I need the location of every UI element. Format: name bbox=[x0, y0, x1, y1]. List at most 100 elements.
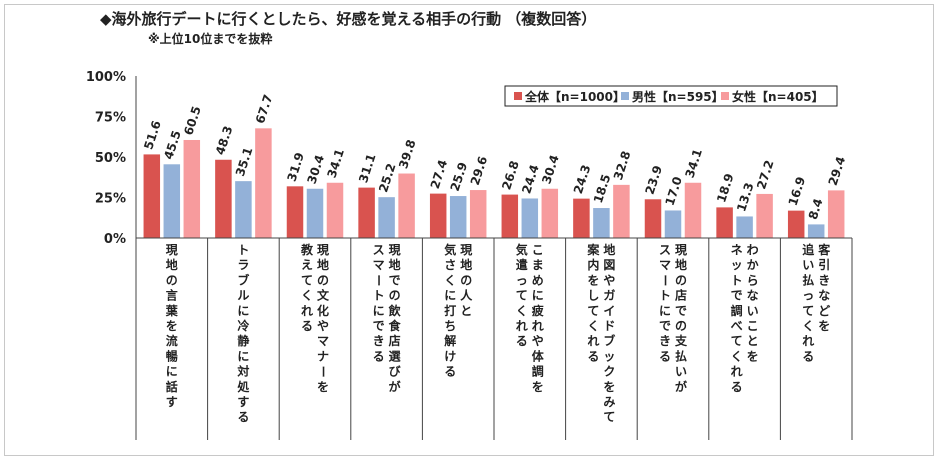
category-label-char: ッ bbox=[603, 349, 615, 363]
category-label-char: が bbox=[675, 379, 687, 394]
category-label-char: こ bbox=[532, 243, 544, 257]
bar bbox=[183, 139, 201, 238]
category-label-char: 対 bbox=[236, 364, 249, 379]
value-label: 18.9 bbox=[714, 172, 736, 204]
category-label-char: 体 bbox=[532, 348, 545, 363]
category-label-char: ラ bbox=[237, 258, 249, 272]
category-label-char: 選 bbox=[389, 349, 401, 363]
category-label-char: に bbox=[659, 304, 671, 318]
value-label: 24.3 bbox=[571, 163, 593, 195]
category-label-char: 化 bbox=[317, 303, 329, 318]
legend: 全体【n=1000】 男性【n=595】 女性【n=405】 bbox=[504, 85, 838, 107]
category-label-char: び bbox=[389, 364, 402, 379]
category-label-char: に bbox=[166, 365, 178, 379]
category-label-char: で bbox=[675, 304, 687, 318]
category-label-char: 現 bbox=[317, 243, 329, 257]
category-label-char: を bbox=[317, 380, 329, 394]
category-label-char: マ bbox=[317, 334, 329, 348]
category-label-char: る bbox=[659, 349, 671, 363]
category-label-char: み bbox=[603, 395, 615, 409]
category-label-char: ブ bbox=[237, 272, 249, 287]
category-label-char: や bbox=[603, 273, 615, 287]
category-label-char: す bbox=[166, 395, 178, 409]
category-label-char: で bbox=[389, 273, 401, 287]
category-label-char: れ bbox=[587, 334, 599, 348]
category-label-char: で bbox=[373, 319, 385, 333]
category-label-char: る bbox=[444, 365, 456, 379]
bar bbox=[429, 193, 447, 238]
bar bbox=[593, 208, 610, 238]
category-label-char: に bbox=[444, 289, 456, 303]
category-label-char: 引 bbox=[818, 258, 830, 272]
value-label: 26.8 bbox=[499, 159, 521, 191]
category-label-char: 教 bbox=[300, 242, 314, 257]
category-label-char: 人 bbox=[460, 288, 473, 303]
category-label-char: 現 bbox=[166, 243, 178, 257]
category-label-char: を bbox=[818, 319, 830, 333]
category-label-char: れ bbox=[802, 334, 814, 348]
category-label-char: い bbox=[675, 365, 687, 379]
category-label-char: る bbox=[587, 349, 599, 363]
category-label-char: ス bbox=[373, 243, 385, 257]
category-label-char: 現 bbox=[460, 243, 472, 257]
category-label-char: イ bbox=[603, 304, 615, 318]
bar bbox=[541, 188, 559, 238]
axes bbox=[135, 76, 853, 440]
category-label-char: 地 bbox=[166, 257, 178, 272]
category-label-char: め bbox=[532, 273, 544, 287]
category-label-char: く bbox=[444, 273, 456, 287]
bar bbox=[215, 159, 232, 238]
category-label-char: れ bbox=[301, 304, 313, 318]
category-label-char: ー bbox=[316, 366, 330, 378]
value-label: 16.9 bbox=[786, 175, 808, 207]
category-label-char: を bbox=[166, 319, 178, 333]
category-label-char: っ bbox=[516, 273, 528, 287]
category-label-char: く bbox=[731, 349, 743, 363]
category-label-char: 食 bbox=[388, 318, 402, 333]
category-label-char: 打 bbox=[444, 303, 456, 318]
category-label-char: き bbox=[659, 334, 671, 348]
category-label-char: 疲 bbox=[532, 303, 544, 318]
bar bbox=[736, 216, 753, 238]
category-label-char: て bbox=[516, 289, 528, 303]
category-label-char: 案 bbox=[586, 242, 600, 257]
legend-swatch bbox=[621, 92, 629, 100]
value-label: 27.2 bbox=[754, 158, 776, 190]
category-label-char: か bbox=[747, 258, 759, 272]
category-label-char: 流 bbox=[166, 333, 178, 348]
category-label-char: マ bbox=[373, 258, 385, 272]
category-label-char: ナ bbox=[317, 349, 329, 363]
category-label-char: る bbox=[516, 334, 528, 348]
value-label: 25.9 bbox=[448, 160, 470, 192]
value-label: 23.9 bbox=[643, 164, 665, 196]
bar bbox=[358, 187, 375, 238]
category-label-char: に bbox=[532, 289, 544, 303]
value-label: 32.8 bbox=[611, 149, 633, 181]
value-label: 8.4 bbox=[806, 197, 826, 222]
category-label-char: ド bbox=[603, 319, 615, 333]
category-label-char: て bbox=[603, 410, 615, 424]
category-label-char: 地 bbox=[675, 257, 687, 272]
category-label-char: 現 bbox=[675, 243, 687, 257]
category-label-char: 文 bbox=[317, 288, 330, 303]
category-label-char: き bbox=[373, 334, 385, 348]
category-label-char: い bbox=[747, 304, 759, 318]
category-label-char: ト bbox=[237, 243, 249, 257]
legend-label: 男性【n=595】 bbox=[632, 89, 724, 104]
category-label-char: ッ bbox=[731, 258, 743, 272]
category-label-char: く bbox=[301, 289, 313, 303]
category-label-char: を bbox=[747, 349, 759, 363]
y-tick-label: 75% bbox=[95, 111, 126, 126]
category-label-char: る bbox=[373, 349, 385, 363]
bar bbox=[449, 196, 467, 238]
category-label-char: 払 bbox=[802, 272, 814, 287]
bar bbox=[613, 184, 630, 238]
value-label: 30.4 bbox=[305, 153, 327, 185]
value-label: 31.1 bbox=[356, 152, 378, 184]
category-label-char: ま bbox=[532, 258, 544, 272]
